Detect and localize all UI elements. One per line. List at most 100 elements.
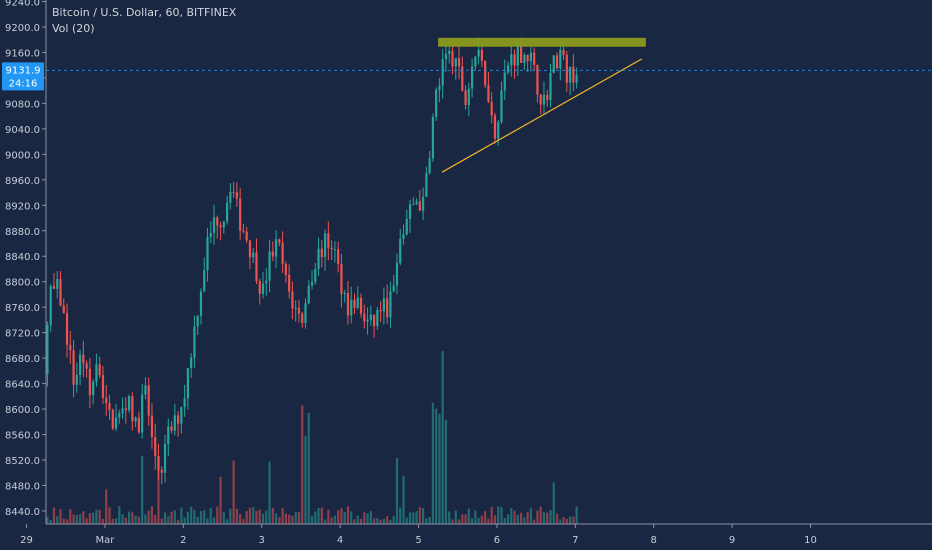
time-tick-label: 4: [337, 535, 343, 546]
candle: [353, 293, 356, 315]
candle-body: [261, 283, 265, 294]
candle: [382, 287, 385, 325]
candle-body: [454, 58, 457, 67]
volume-bar: [529, 508, 532, 524]
volume-bar: [186, 511, 189, 524]
candle-body: [150, 415, 154, 438]
candle: [454, 57, 457, 80]
volume-bar: [294, 512, 297, 524]
volume-bar: [173, 510, 176, 524]
price-tick-label: 8880.0: [5, 227, 40, 238]
volume-pane: [0, 351, 578, 524]
candle-body: [134, 417, 137, 422]
volume-bar: [46, 516, 49, 524]
candle-body: [239, 198, 242, 231]
candle: [225, 196, 229, 225]
candle-body: [506, 65, 510, 73]
candle: [212, 204, 216, 245]
candle: [438, 77, 441, 103]
current-price-value: 9131.9: [6, 65, 41, 76]
candle-body: [568, 66, 572, 83]
candle: [274, 229, 278, 269]
candle-body: [121, 408, 124, 414]
volume-bar: [121, 514, 124, 524]
volume-bar: [542, 512, 546, 524]
candle: [141, 383, 144, 439]
candle: [98, 356, 101, 379]
candle-body: [356, 297, 359, 308]
time-tick-label: 10: [804, 535, 817, 546]
candle: [190, 353, 193, 379]
volume-bar: [154, 514, 157, 524]
volume-bar: [105, 489, 108, 524]
volume-bar: [225, 519, 229, 524]
candle-body: [513, 54, 516, 66]
candle: [333, 240, 336, 263]
candle: [72, 340, 75, 398]
candle: [314, 262, 317, 285]
candle-body: [147, 385, 150, 416]
volume-bar: [470, 518, 474, 524]
candle: [340, 253, 343, 308]
candle-body: [421, 196, 425, 211]
candle: [101, 365, 105, 404]
volume-bar: [317, 507, 320, 524]
candle-body: [353, 299, 356, 308]
candle-body: [144, 385, 147, 395]
candle-body: [546, 94, 549, 101]
candle: [320, 239, 323, 268]
candle: [474, 56, 477, 71]
candle: [539, 93, 542, 115]
candle-body: [209, 232, 212, 238]
candle: [137, 411, 140, 434]
volume-bar: [421, 508, 425, 524]
candle-body: [359, 297, 363, 314]
candle-body: [265, 280, 268, 284]
candle-body: [529, 52, 532, 62]
volume-bar: [346, 506, 350, 524]
candle-body: [52, 285, 56, 289]
candle: [46, 321, 49, 387]
candle-body: [65, 313, 69, 345]
volume-bar: [157, 458, 160, 524]
volume-bar: [82, 511, 85, 524]
candle-body: [56, 278, 59, 289]
candle: [470, 58, 474, 98]
volume-bar: [144, 514, 147, 524]
candle-body: [137, 417, 140, 433]
volume-bar: [56, 516, 59, 524]
candle: [510, 44, 513, 77]
candle-body: [124, 408, 127, 411]
candle-body: [111, 409, 114, 429]
candle-body: [386, 298, 389, 318]
candle-body: [288, 274, 291, 292]
volume-bar: [516, 514, 519, 524]
volume-bar: [559, 519, 562, 524]
volume-bar: [193, 509, 196, 524]
candle-body: [75, 375, 78, 385]
volume-bar: [108, 507, 111, 524]
volume-bar: [235, 508, 238, 524]
candle-body: [372, 314, 376, 327]
volume-bar: [376, 518, 379, 524]
volume-bar: [88, 513, 91, 524]
candle-body: [46, 324, 49, 375]
candle-body: [271, 251, 274, 257]
volume-bar: [95, 509, 98, 524]
candle: [559, 44, 562, 81]
candle-body: [575, 74, 578, 83]
candle-body: [232, 191, 235, 193]
volume-bar: [369, 511, 372, 524]
price-tick-label: 8760.0: [5, 303, 40, 314]
volume-bar: [444, 419, 448, 524]
volume-bar: [49, 519, 52, 524]
candle-body: [399, 238, 402, 264]
candle-body: [281, 242, 284, 265]
candle: [552, 55, 555, 74]
candle-body: [542, 94, 546, 105]
volume-bar: [274, 513, 278, 524]
candle-body: [323, 233, 327, 258]
